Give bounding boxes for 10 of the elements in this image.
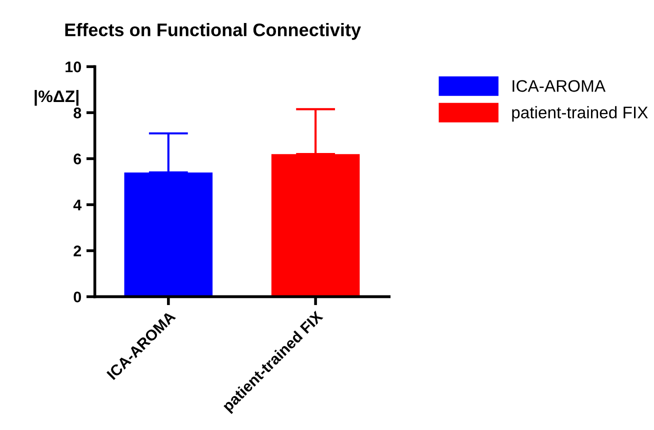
y-axis-title: |%ΔZ| (34, 90, 78, 106)
y-tick-label: 10 (66, 62, 82, 72)
y-tick-label: 8 (74, 108, 82, 118)
y-tick-label: 2 (74, 246, 82, 256)
y-tick-label: 0 (74, 292, 82, 302)
y-tick-label: 4 (73, 200, 82, 210)
chart-title: Effects on Functional Connectivity (65, 23, 361, 40)
legend-label: ICA-AROMA (512, 80, 606, 92)
legend-label: patient-trained FIX (512, 106, 648, 122)
y-tick-label: 6 (74, 154, 82, 164)
